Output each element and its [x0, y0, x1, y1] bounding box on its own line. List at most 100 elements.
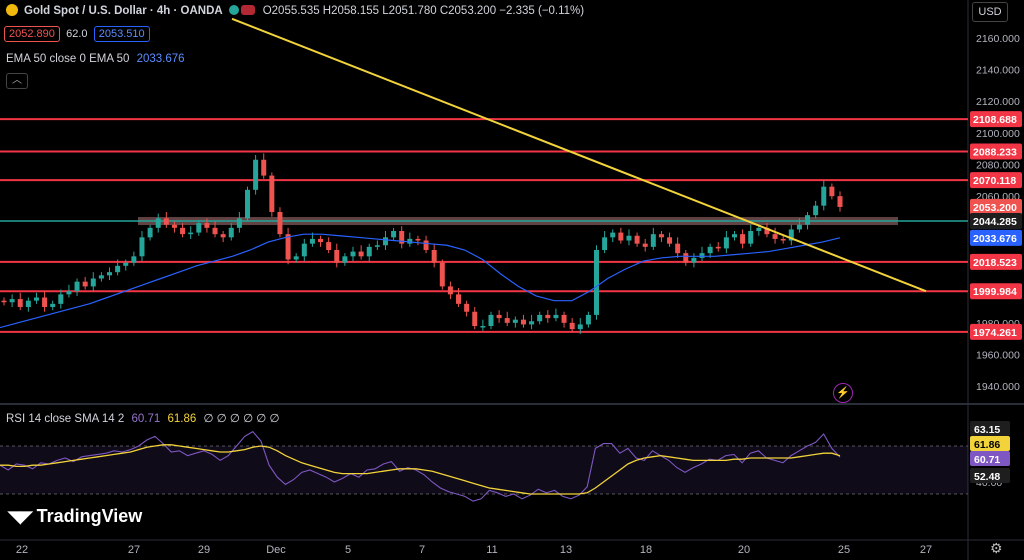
candle-body — [699, 253, 705, 258]
candle-body — [82, 281, 88, 287]
ema-legend[interactable]: EMA 50 close 0 EMA 50 2033.676 — [6, 53, 185, 65]
candle-body — [244, 189, 250, 219]
time-tick-label: 25 — [838, 544, 850, 556]
candle-body — [821, 186, 827, 206]
trendline — [231, 17, 927, 293]
time-tick-label: Dec — [266, 544, 286, 556]
candle-body — [756, 227, 762, 231]
support-price-label-bg — [970, 213, 1022, 230]
price-tick-label: 2080.000 — [976, 160, 1020, 172]
candle-body — [147, 227, 153, 238]
buy-price-button[interactable]: 2053.510 — [93, 26, 150, 42]
candle-body — [740, 234, 746, 244]
candle-body — [456, 294, 462, 304]
candle-body — [504, 318, 510, 323]
time-tick-label: 22 — [16, 544, 28, 556]
rsi-level-label-bg — [970, 468, 1010, 483]
candle-body — [366, 246, 372, 257]
candle-body — [66, 291, 72, 295]
price-tick-label: 2140.000 — [976, 65, 1020, 77]
candle-body — [155, 218, 161, 228]
candle-body — [496, 314, 502, 319]
candle-body — [261, 159, 267, 176]
rsi-level-label: 61.86 — [974, 439, 1000, 451]
price-tick-label: 1940.000 — [976, 381, 1020, 393]
level-price-label: 2088.233 — [973, 146, 1017, 158]
candle-body — [707, 246, 713, 254]
rsi-level-label: 60.71 — [974, 454, 1000, 466]
candle-body — [50, 303, 56, 307]
candle-body — [236, 218, 242, 228]
candle-body — [796, 224, 802, 230]
candle-body — [594, 250, 600, 315]
candle-body — [342, 256, 348, 263]
candle-body — [553, 314, 559, 319]
spread-value: 62.0 — [66, 28, 88, 40]
candle-body — [748, 231, 754, 244]
candle-body — [480, 326, 486, 328]
candle-body — [269, 175, 275, 212]
level-price-label: 1974.261 — [973, 327, 1017, 339]
candle-body — [780, 238, 786, 241]
price-tick-label: 2100.000 — [976, 128, 1020, 140]
candle-body — [691, 257, 697, 263]
candle-body — [585, 314, 591, 325]
wave-indicator-icon[interactable] — [240, 5, 255, 15]
rsi-legend[interactable]: RSI 14 close SMA 14 2 60.71 61.86 ∅ ∅ ∅ … — [6, 411, 280, 425]
candle-body — [42, 297, 48, 307]
candle-body — [577, 324, 583, 330]
candle-body — [74, 281, 80, 292]
ema-label: EMA 50 close 0 EMA 50 — [6, 53, 130, 65]
sell-price-button[interactable]: 2052.890 — [4, 26, 60, 42]
settings-gear-icon[interactable]: ⚙ — [990, 540, 1003, 556]
candle-body — [423, 240, 429, 250]
bid-ask-row: 2052.890 62.0 2053.510 — [4, 26, 150, 42]
candle-body — [293, 256, 299, 260]
rsi-level-label: 52.48 — [974, 471, 1000, 483]
candle-body — [358, 251, 364, 257]
level-price-label: 2070.118 — [973, 175, 1016, 187]
candle-body — [139, 237, 145, 257]
candle-body — [447, 286, 453, 295]
candle-body — [618, 232, 624, 241]
candle-body — [399, 231, 405, 244]
candle-body — [309, 238, 315, 244]
candle-body — [115, 265, 121, 273]
last-price-label-bg — [970, 198, 1022, 215]
rsi-level-label-bg — [970, 436, 1010, 451]
candle-body — [171, 224, 177, 228]
candle-body — [772, 234, 778, 239]
candle-body — [650, 234, 656, 247]
level-price-label: 2018.523 — [973, 257, 1017, 269]
currency-button[interactable]: USD — [972, 2, 1008, 22]
level-price-label: 1999.984 — [973, 286, 1017, 298]
rsi-line — [0, 430, 841, 502]
candle-body — [58, 294, 64, 304]
candle-body — [220, 234, 226, 238]
candle-body — [675, 243, 681, 254]
time-tick-label: 5 — [345, 544, 351, 556]
candle-body — [764, 227, 770, 235]
candle-body — [277, 212, 283, 235]
lightning-icon[interactable]: ⚡ — [833, 383, 853, 403]
level-price-label-bg — [970, 143, 1022, 160]
candle-body — [301, 243, 307, 257]
level-price-label: 2108.688 — [973, 114, 1017, 126]
candle-body — [131, 256, 137, 263]
candle-body — [415, 238, 421, 241]
level-price-label-bg — [970, 283, 1022, 300]
rsi-sma-line — [0, 444, 841, 495]
candle-body — [350, 251, 356, 257]
rsi-level-label-bg — [970, 451, 1010, 466]
rsi-extra-values: ∅ ∅ ∅ ∅ ∅ ∅ — [203, 413, 280, 425]
collapse-legend-chevron-icon[interactable]: ︿ — [6, 73, 28, 89]
rsi-level-label-bg — [970, 421, 1010, 436]
symbol-title[interactable]: Gold Spot / U.S. Dollar · 4h · OANDA — [24, 5, 223, 17]
candle-body — [520, 319, 526, 325]
candle-body — [658, 234, 664, 238]
rsi-label: RSI 14 close SMA 14 2 — [6, 413, 125, 425]
candle-body — [25, 300, 31, 307]
time-tick-label: 13 — [560, 544, 572, 556]
candle-body — [285, 234, 291, 260]
